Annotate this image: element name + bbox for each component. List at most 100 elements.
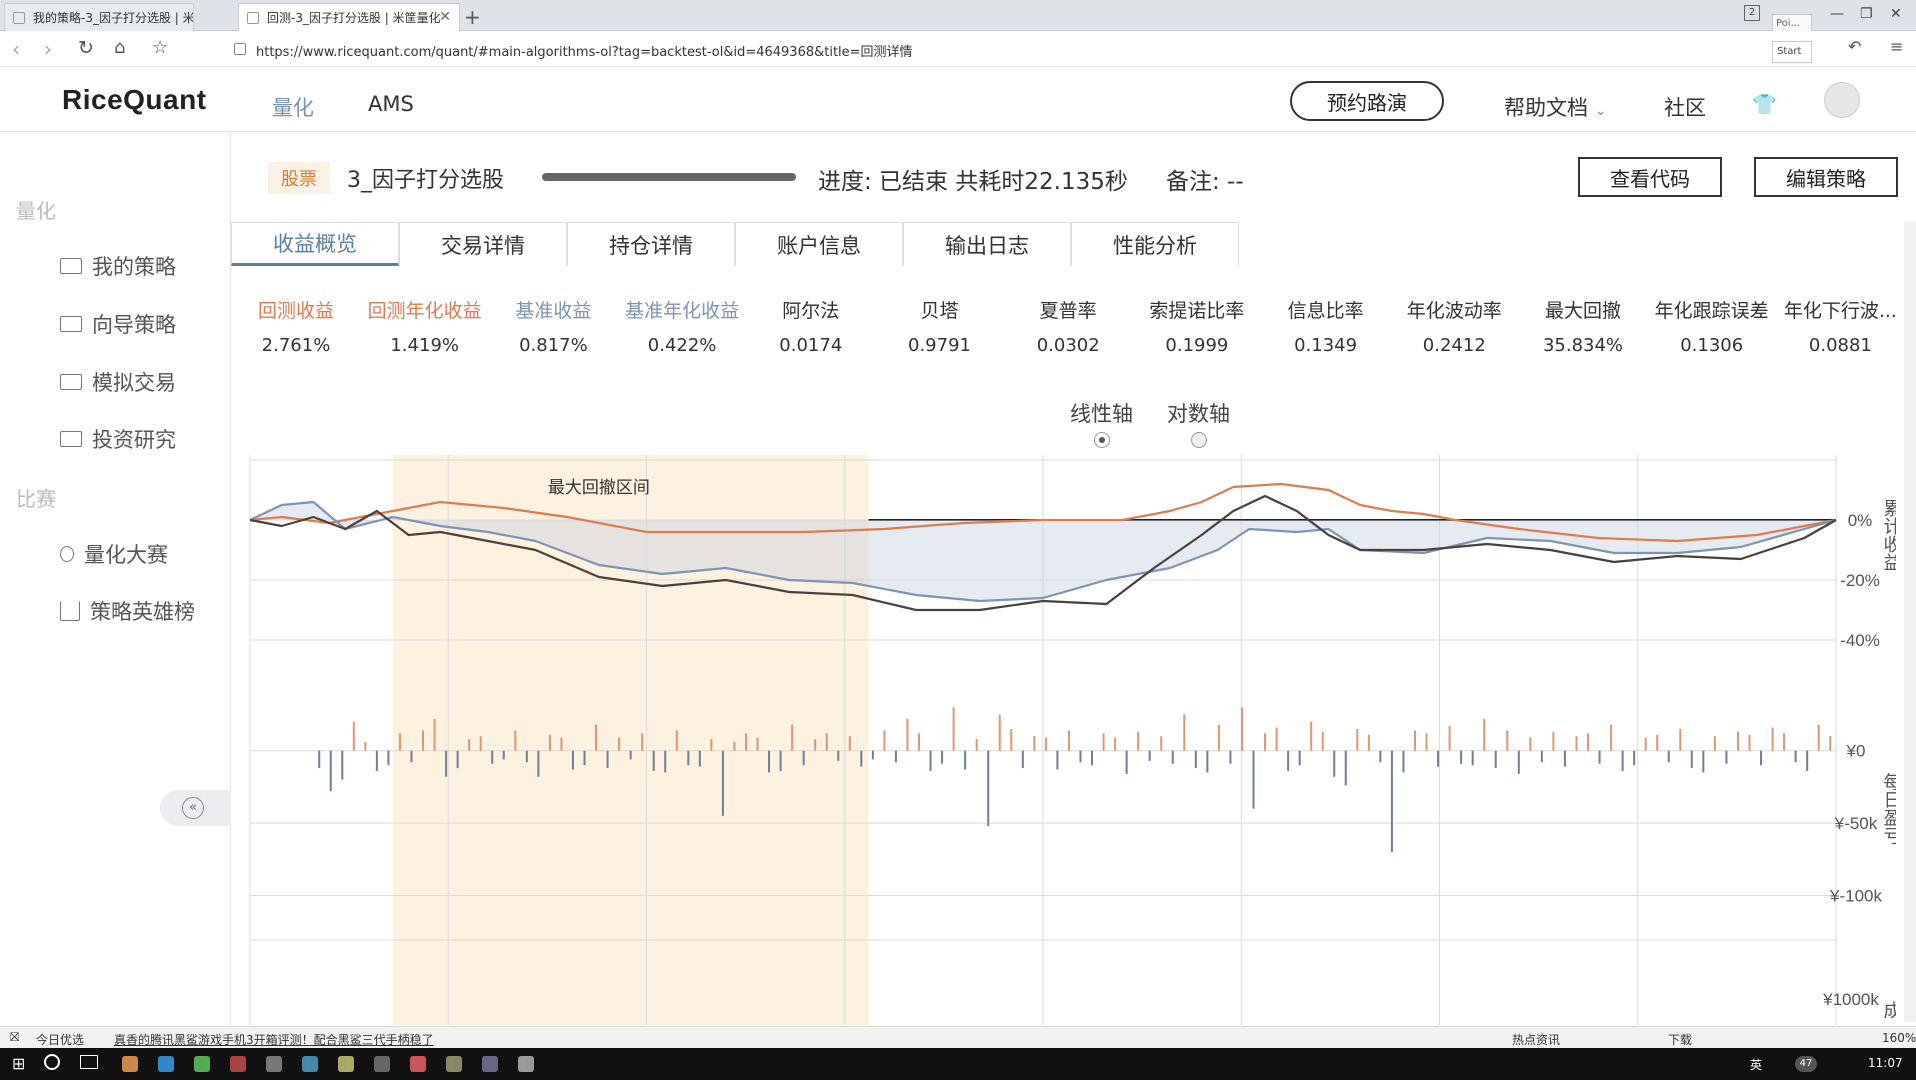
pnl-bar [1229,750,1232,764]
list-icon [60,316,82,332]
pnl-bar [883,730,886,751]
progress-text: 进度: 已结束 共耗时22.135秒 [818,169,1128,195]
hot-news[interactable]: 热点资讯 [1512,1033,1561,1047]
browser-tab-1[interactable]: 我的策略-3_因子打分选股 | 米筐 [4,3,194,31]
metric-label: 年化跟踪误差 [1654,300,1769,322]
tab-log[interactable]: 输出日志 [903,222,1071,266]
url-input[interactable]: https://www.ricequant.com/quant/#main-al… [256,45,913,60]
app-icon[interactable] [158,1056,174,1072]
sidebar-item-contest[interactable]: 量化大赛 [60,539,168,569]
pnl-bar [1829,736,1832,751]
linear-axis-option[interactable]: 线性轴 [1070,398,1133,448]
windows-start-icon[interactable]: ⊞ [12,1054,26,1073]
edit-strategy-button[interactable]: 编辑策略 [1754,157,1898,197]
backtest-charts: 0% -20% -40% 累计收益 最大回撤区间 ¥0 ¥-50k ¥-100k 每日盈亏 ¥10… [249,455,1896,1025]
pnl-bar [1021,750,1024,769]
sidebar-item-guided-strategies[interactable]: 向导策略 [60,309,176,339]
app-icon[interactable] [482,1056,498,1072]
app-icon[interactable] [446,1056,462,1072]
app-icon[interactable] [266,1056,282,1072]
strategy-name: 3_因子打分选股 [347,168,504,193]
app-icon[interactable] [122,1056,138,1072]
metric-value: 0.1999 [1165,335,1229,356]
forward-icon[interactable]: › [44,37,52,61]
pnl-bar [998,714,1001,751]
bar-chart-icon [60,601,80,621]
pnl-bar [1598,750,1601,764]
collapse-sidebar-button[interactable]: « [160,790,231,826]
tab-counter[interactable]: 2 [1744,5,1760,21]
book-demo-button[interactable]: 预约路演 [1290,81,1444,121]
pnl-bar [1448,726,1451,751]
view-code-button[interactable]: 查看代码 [1578,157,1722,197]
close-window-icon[interactable]: ✕ [1890,6,1902,22]
pnl-bar [1402,750,1405,773]
input-language[interactable]: 英 [1750,1058,1763,1072]
nav-quant[interactable]: 量化 [272,96,314,120]
sidebar-item-paper-trading[interactable]: 模拟交易 [60,367,176,397]
browser-tab-2[interactable]: 回测-3_因子打分选股 | 米筐量化 ✕ [238,3,460,31]
search-icon[interactable] [44,1054,60,1070]
sidebar-item-my-strategies[interactable]: 我的策略 [60,251,176,281]
pnl-bar [952,707,955,751]
pnl-bar [675,730,678,751]
pnl-bar [445,750,448,777]
metric-value: 0.422% [647,335,717,356]
menu-icon[interactable]: ≡ [1890,37,1904,56]
log-axis-radio[interactable] [1190,432,1207,448]
app-icon[interactable] [230,1056,246,1072]
back-icon[interactable]: ‹ [12,37,20,61]
linear-axis-label: 线性轴 [1070,402,1133,426]
tab-positions[interactable]: 持仓详情 [567,222,735,266]
metric-value: 0.0174 [779,335,843,356]
pnl-bar [791,724,794,751]
sidebar-item-research[interactable]: 投资研究 [60,424,176,454]
minimize-icon[interactable]: — [1830,6,1844,22]
pnl-bar [422,730,425,751]
close-tab-icon[interactable]: ✕ [439,9,451,25]
tab-performance[interactable]: 性能分析 [1071,222,1239,266]
avatar[interactable] [1824,82,1860,118]
app-icon[interactable] [518,1056,534,1072]
benchmark-area [250,502,1836,601]
clock[interactable]: 11:07 [1868,1056,1903,1070]
shirt-icon[interactable]: 👕 [1752,92,1777,116]
today-picks[interactable]: 今日优选 [36,1033,85,1047]
scrollbar[interactable] [1904,222,1916,1022]
app-icon[interactable] [302,1056,318,1072]
reload-icon[interactable]: ↻ [78,37,94,59]
gift-icon: ⛝ [10,1030,20,1044]
download-button[interactable]: 下载 [1668,1033,1693,1047]
log-axis-option[interactable]: 对数轴 [1167,398,1230,448]
tab-overview[interactable]: 收益概览 [231,222,399,266]
restore-icon[interactable]: ❐ [1860,6,1873,22]
undo-icon[interactable]: ↶ [1848,37,1862,56]
zoom-level[interactable]: 160% [1882,1031,1916,1045]
sidebar-item-leaderboard[interactable]: 策略英雄榜 [60,596,195,626]
pnl-bar [1806,750,1809,771]
task-view-icon[interactable] [80,1055,98,1069]
note-text: 备注: -- [1166,169,1244,195]
home-icon[interactable]: ⌂ [114,37,126,58]
app-icon[interactable] [374,1056,390,1072]
app-icon[interactable] [194,1056,210,1072]
linear-axis-radio[interactable] [1093,432,1110,448]
news-link[interactable]: 真香的腾讯黑鲨游戏手机3开箱评测！配合黑鲨三代手柄稳了 [114,1033,434,1047]
notification-badge[interactable]: 47 [1795,1056,1817,1072]
lock-icon [234,43,246,55]
y-tick-label: ¥1000k [1822,990,1879,1009]
ricequant-logo[interactable]: RiceQuant [62,84,207,115]
tab-account[interactable]: 账户信息 [735,222,903,266]
bookmark-star-icon[interactable]: ☆ [152,37,169,58]
app-icon[interactable] [410,1056,426,1072]
app-icon[interactable] [338,1056,354,1072]
pnl-bar [1725,750,1728,764]
pnl-bar [1194,750,1197,769]
nav-ams[interactable]: AMS [368,92,414,116]
pnl-bar [410,750,413,763]
sidebar-item-label: 我的策略 [92,255,176,279]
nav-help-docs[interactable]: 帮助文档 ⌄ [1504,92,1606,122]
new-tab-button[interactable]: + [464,5,481,29]
nav-community[interactable]: 社区 [1664,96,1706,120]
tab-trades[interactable]: 交易详情 [399,222,567,266]
